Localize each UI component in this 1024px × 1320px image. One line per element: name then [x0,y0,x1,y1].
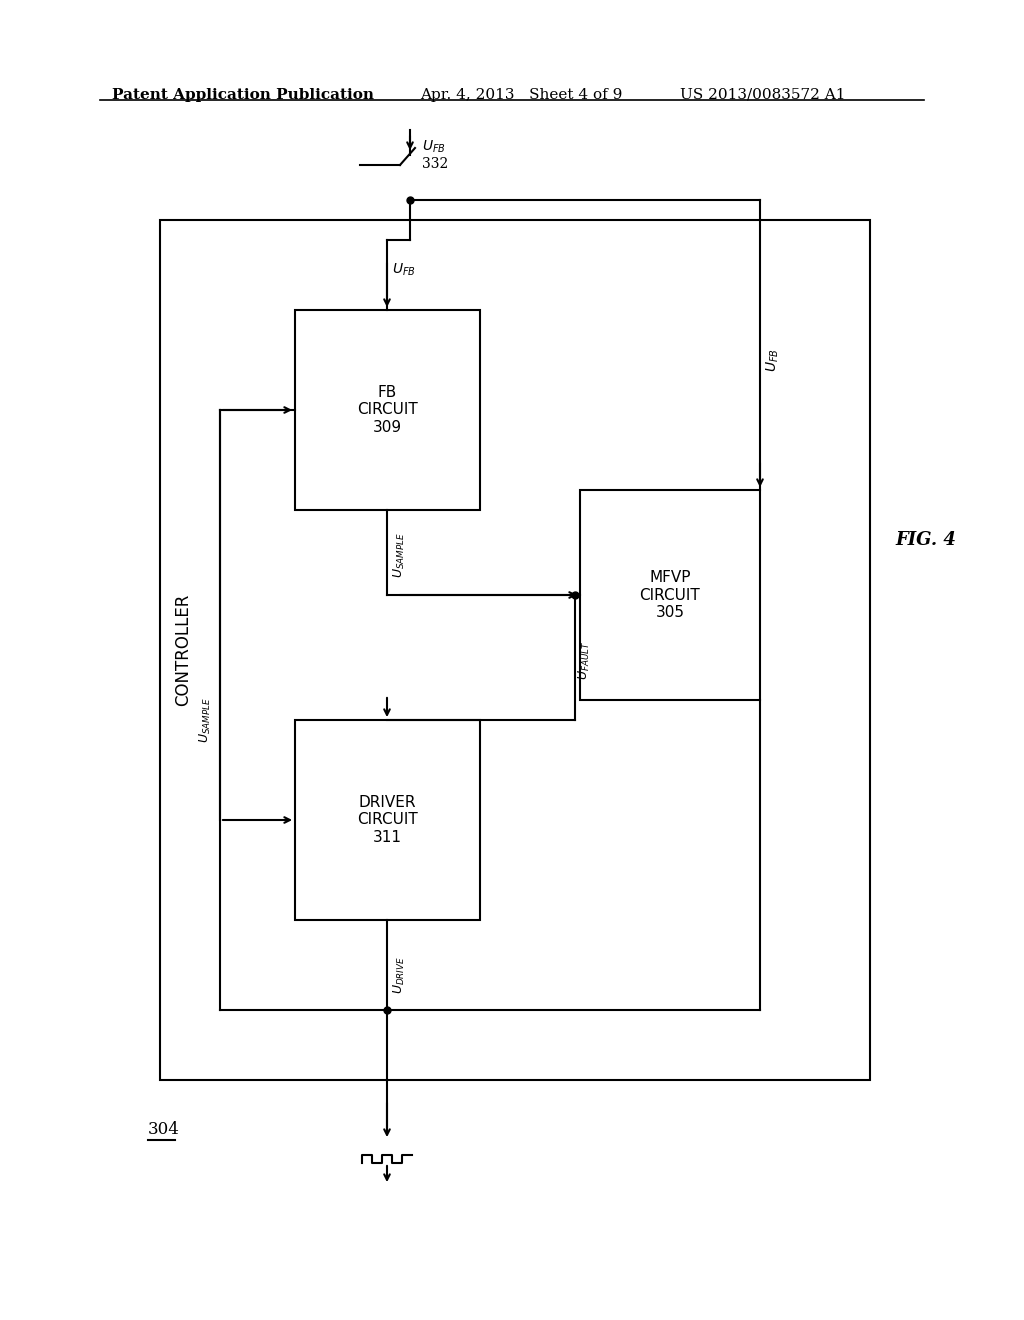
Text: Apr. 4, 2013   Sheet 4 of 9: Apr. 4, 2013 Sheet 4 of 9 [420,88,623,102]
Bar [580,490,760,700]
Text: FB
CIRCUIT
309: FB CIRCUIT 309 [357,385,418,434]
Text: Patent Application Publication: Patent Application Publication [112,88,374,102]
Bar [295,310,480,510]
Text: $U_{FAULT}$: $U_{FAULT}$ [577,640,592,680]
Text: DRIVER
CIRCUIT
311: DRIVER CIRCUIT 311 [357,795,418,845]
Text: US 2013/0083572 A1: US 2013/0083572 A1 [680,88,846,102]
Bar [295,719,480,920]
Text: $U_{FB}$: $U_{FB}$ [765,348,781,372]
Text: $U_{FB}$
332: $U_{FB}$ 332 [422,139,449,172]
Text: FIG. 4: FIG. 4 [895,531,955,549]
Text: $U_{FB}$: $U_{FB}$ [392,261,416,279]
Text: $U_{SAMPLE}$: $U_{SAMPLE}$ [198,697,213,743]
Text: CONTROLLER: CONTROLLER [174,594,193,706]
Text: $U_{DRIVE}$: $U_{DRIVE}$ [392,956,408,994]
Text: $U_{SAMPLE}$: $U_{SAMPLE}$ [392,532,408,578]
Text: 304: 304 [148,1122,180,1138]
Bar [160,220,870,1080]
Text: MFVP
CIRCUIT
305: MFVP CIRCUIT 305 [640,570,700,620]
